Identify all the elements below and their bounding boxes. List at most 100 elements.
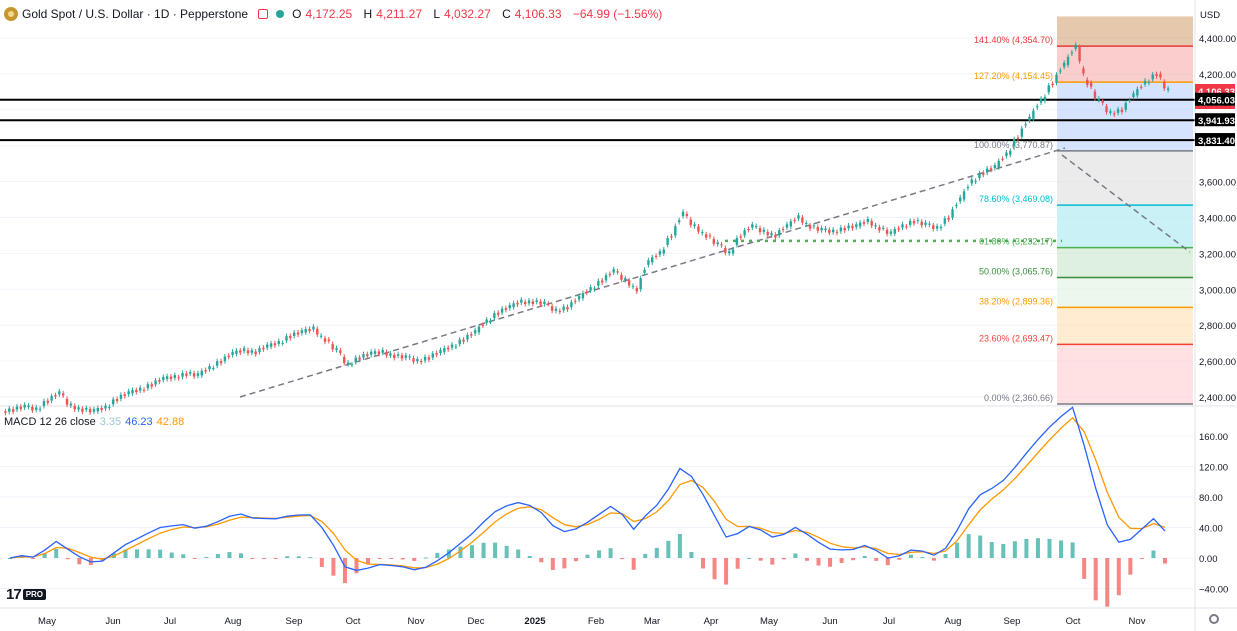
candle-body [616,271,619,273]
candle-body [412,358,415,362]
candle-body [970,179,973,184]
candle-body [1093,91,1097,99]
fib-level-label: 0.00% (2,360.66) [984,393,1053,403]
candle-body [1078,46,1081,62]
macd-histogram-bar [516,549,521,558]
candle-body [104,405,107,409]
candle-body [31,406,34,411]
candle-body [1043,96,1047,101]
candle-body [697,226,700,232]
candle-body [716,242,719,245]
fib-zone [1057,277,1193,308]
candle-body [173,375,177,378]
candle-body [847,225,850,229]
macd-histogram-bar [389,558,394,559]
candle-body [85,408,88,410]
macd-histogram-bar [862,556,867,558]
macd-histogram-bar [8,558,12,559]
macd-tick-label: 120.00 [1199,463,1228,474]
candle-body [489,320,492,322]
macd-histogram-bar [1093,558,1098,601]
candle-body [966,187,970,189]
macd-histogram-bar [366,558,371,564]
macd-legend[interactable]: MACD 12 26 close 3.35 46.23 42.88 [4,416,184,428]
macd-histogram-bar [920,557,925,559]
candle-body [855,224,858,228]
candle-body [1055,74,1058,83]
candle-body [316,328,319,335]
tradingview-logo[interactable]: 17 PRO [6,586,47,603]
candle-body [550,306,554,311]
candle-body [1074,44,1077,49]
candle-body [558,310,562,312]
candle-body [1101,100,1104,103]
macd-histogram-bar [42,552,47,558]
macd-histogram-bar [446,549,451,558]
macd-histogram-bar [354,558,359,574]
macd-histogram-bar [620,558,625,560]
time-tick-label: 2025 [524,616,546,627]
macd-histogram-bar [527,555,532,558]
time-tick-label: Dec [468,616,485,627]
macd-histogram-bar [677,534,682,558]
candle-body [150,384,153,387]
candle-body [127,391,130,395]
candle-body [1012,139,1016,147]
candle-body [824,228,827,231]
trendline-dashed [239,147,1066,398]
candle-body [185,373,188,376]
candle-body [15,406,19,410]
candle-body [423,356,427,361]
ohlc-values: O 4,172.25 H 4,211.27 L 4,032.27 C 4,106.33 … [292,7,663,21]
candle-body [535,300,538,302]
candle-body [500,308,504,313]
macd-histogram-bar [215,554,220,558]
candle-body [766,231,769,236]
candle-body [843,228,846,231]
candle-body [470,334,473,336]
settings-gear-icon[interactable] [1209,614,1219,624]
candle-body [1116,109,1120,113]
macd-histogram-bar [943,554,948,558]
candle-body [350,364,354,366]
macd-histogram-bar [65,558,70,560]
candle-body [905,226,908,228]
macd-histogram-bar [1059,540,1064,558]
candle-body [231,351,234,355]
candle-body [246,350,250,354]
alert-icon[interactable] [258,9,269,19]
candle-body [743,230,746,236]
candle-body [1009,150,1012,155]
fib-level-label: 38.20% (2,899.36) [979,296,1053,306]
macd-histogram-bar [724,558,729,585]
candle-body [404,355,408,358]
fib-zone [1057,16,1193,47]
time-tick-label: May [38,616,56,627]
macd-histogram-bar [1024,538,1029,558]
fib-zone [1057,150,1193,206]
candle-body [115,398,119,401]
candle-body [88,409,92,413]
candle-body [254,351,257,355]
candle-body [781,229,785,231]
candle-body [100,407,103,411]
macd-histogram-bar [77,558,82,565]
macd-label: MACD 12 26 close [4,416,96,428]
candle-body [1036,106,1039,108]
time-tick-label: Apr [704,616,719,627]
candle-body [466,335,469,340]
close-value: 4,106.33 [514,7,562,21]
candle-body [8,408,11,412]
candle-body [612,269,615,273]
candle-body [131,390,134,394]
candle-body [135,389,138,393]
candle-body [962,191,966,200]
candle-body [704,234,708,238]
macd-histogram-bar [31,558,36,559]
macd-histogram-bar [966,534,971,558]
candle-body [462,339,465,342]
macd-histogram-bar [342,558,347,584]
candle-body [420,361,423,363]
symbol-title[interactable]: Gold Spot / U.S. Dollar · 1D · Peppersto… [22,7,249,21]
